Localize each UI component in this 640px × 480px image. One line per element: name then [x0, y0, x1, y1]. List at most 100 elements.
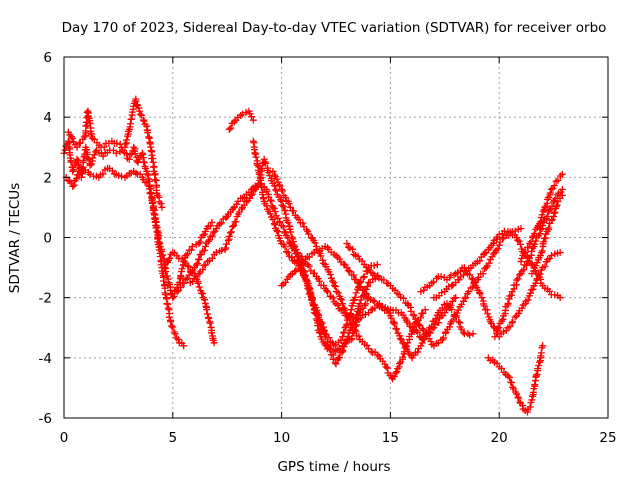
data-point: [295, 215, 303, 223]
data-point: [316, 329, 324, 337]
data-point: [246, 194, 254, 202]
data-point: [252, 153, 260, 161]
data-point: [205, 314, 213, 322]
data-point: [392, 369, 400, 377]
y-tick-label: 2: [43, 170, 52, 186]
data-point: [400, 294, 408, 302]
data-point: [157, 200, 165, 208]
data-point: [155, 246, 163, 254]
data-point: [182, 252, 190, 260]
data-point: [249, 116, 257, 124]
x-tick-label: 10: [273, 430, 290, 446]
data-point: [351, 326, 359, 334]
data-point: [177, 283, 185, 291]
data-point: [445, 323, 453, 331]
data-point: [69, 166, 77, 174]
data-point: [299, 219, 307, 227]
data-point: [409, 311, 417, 319]
data-point: [509, 318, 517, 326]
data-point: [224, 237, 232, 245]
data-point: [91, 148, 99, 156]
data-point: [314, 322, 322, 330]
data-point: [396, 360, 404, 368]
data-point: [315, 277, 323, 285]
data-point: [363, 283, 371, 291]
data-point: [509, 383, 517, 391]
y-tick-label: 6: [43, 50, 52, 66]
data-point: [182, 276, 190, 284]
data-point: [135, 107, 143, 115]
data-point: [169, 294, 177, 302]
data-point: [204, 237, 212, 245]
data-point: [148, 199, 156, 207]
data-point: [312, 315, 320, 323]
data-point: [140, 117, 148, 125]
data-point: [280, 228, 288, 236]
data-point: [438, 289, 446, 297]
data-point: [258, 191, 266, 199]
data-point: [360, 273, 368, 281]
data-point: [178, 265, 186, 273]
data-point: [539, 342, 547, 350]
data-point: [175, 254, 183, 262]
data-point: [532, 237, 540, 245]
data-point: [278, 185, 286, 193]
data-point: [363, 290, 371, 298]
data-point: [132, 97, 140, 105]
data-point: [184, 262, 192, 270]
data-point: [73, 175, 81, 183]
data-point: [254, 161, 262, 169]
data-point: [195, 283, 203, 291]
data-point: [269, 203, 277, 211]
data-point: [69, 135, 77, 143]
data-point: [414, 328, 422, 336]
data-point: [199, 290, 207, 298]
data-point: [438, 304, 446, 312]
data-point: [369, 297, 377, 305]
data-point: [212, 249, 220, 257]
data-point: [160, 277, 168, 285]
x-tick-label: 5: [169, 430, 178, 446]
data-point: [278, 187, 286, 195]
data-point: [230, 221, 238, 229]
data-point: [113, 139, 121, 147]
data-point: [238, 110, 246, 118]
data-point: [86, 161, 94, 169]
data-point: [462, 293, 470, 301]
data-point: [494, 325, 502, 333]
data-point: [347, 321, 355, 329]
data-point: [393, 325, 401, 333]
data-point: [194, 279, 202, 287]
data-point: [79, 157, 87, 165]
data-point: [242, 108, 250, 116]
data-point: [528, 396, 536, 404]
data-point: [484, 310, 492, 318]
data-point: [495, 324, 503, 332]
data-point: [292, 246, 300, 254]
data-point: [158, 203, 166, 211]
data-point: [531, 381, 539, 389]
data-point: [359, 274, 367, 282]
data-point: [387, 314, 395, 322]
data-point: [508, 379, 516, 387]
data-point: [285, 199, 293, 207]
data-point: [164, 304, 172, 312]
data-point: [504, 372, 512, 380]
data-point: [218, 247, 226, 255]
y-tick-label: -6: [39, 411, 52, 427]
data-point: [552, 203, 560, 211]
data-point: [367, 306, 375, 314]
x-axis-label: GPS time / hours: [277, 459, 390, 475]
data-point: [341, 324, 349, 332]
data-point: [476, 290, 484, 298]
data-point: [344, 243, 352, 251]
data-point: [222, 214, 230, 222]
data-point: [447, 318, 455, 326]
y-tick-label: 0: [43, 231, 52, 247]
data-point: [84, 113, 92, 121]
data-point: [127, 115, 135, 123]
data-point: [343, 240, 351, 248]
data-point: [513, 276, 521, 284]
data-point: [273, 226, 281, 234]
data-point: [131, 150, 139, 158]
